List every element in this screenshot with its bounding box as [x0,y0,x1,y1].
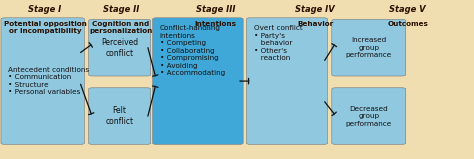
Text: Increased
group
performance: Increased group performance [346,37,392,58]
FancyBboxPatch shape [89,88,151,144]
Text: Stage I: Stage I [28,5,62,14]
Text: Cognition and
personalization: Cognition and personalization [89,21,153,34]
Text: Antecedent conditions
• Communication
• Structure
• Personal variables: Antecedent conditions • Communication • … [8,67,89,95]
Text: Stage II: Stage II [103,5,139,14]
Text: Conflict-handling
intentions
• Competing
• Collaborating
• Compromising
• Avoidi: Conflict-handling intentions • Competing… [160,25,225,76]
Text: Stage III: Stage III [196,5,236,14]
Text: Intentions: Intentions [195,21,237,27]
FancyBboxPatch shape [153,18,243,144]
Text: Overt conflict
• Party's
   behavior
• Other's
   reaction: Overt conflict • Party's behavior • Othe… [254,25,302,61]
Text: Felt
conflict: Felt conflict [106,106,134,126]
Text: Stage IV: Stage IV [295,5,335,14]
Text: Stage V: Stage V [389,5,426,14]
FancyBboxPatch shape [332,88,406,144]
Text: Perceived
conflict: Perceived conflict [101,38,138,58]
FancyBboxPatch shape [1,18,84,144]
Text: Potential opposition
or incompatibility: Potential opposition or incompatibility [4,21,86,34]
Text: Decreased
group
performance: Decreased group performance [346,106,392,127]
FancyBboxPatch shape [89,19,151,76]
FancyBboxPatch shape [246,18,328,144]
FancyBboxPatch shape [332,19,406,76]
Text: Outcomes: Outcomes [387,21,428,27]
Text: Behavior: Behavior [297,21,333,27]
